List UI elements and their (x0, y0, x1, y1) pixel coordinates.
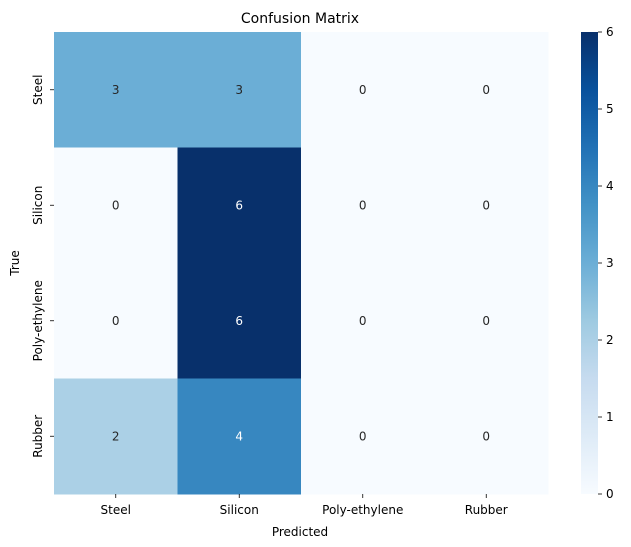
heatmap-cell (424, 32, 549, 148)
y-axis-ticks: Steel Silicon Poly-ethylene Rubber (31, 75, 54, 458)
y-tick-label: Poly-ethylene (31, 280, 45, 361)
heatmap-cell (301, 378, 425, 495)
cell-value-label: 0 (482, 198, 490, 212)
x-axis-ticks: Steel Silicon Poly-ethylene Rubber (101, 494, 508, 517)
cell-value-label: 6 (235, 314, 243, 328)
heatmap-cell (54, 378, 178, 495)
heatmap-cell (424, 263, 549, 379)
heatmap-cell (424, 147, 549, 264)
cell-value-label: 6 (235, 198, 243, 212)
y-axis-label: True (8, 250, 22, 277)
heatmap-cell (301, 147, 425, 264)
cell-value-label: 0 (359, 83, 367, 97)
colorbar-tick-label: 6 (606, 25, 614, 39)
y-tick-label: Rubber (31, 415, 45, 458)
chart-title: Confusion Matrix (241, 11, 359, 27)
x-tick-label: Poly-ethylene (322, 503, 403, 517)
heatmap-cell (54, 32, 178, 148)
cell-value-label: 4 (235, 429, 243, 443)
y-tick-label: Steel (31, 75, 45, 105)
colorbar-tick-label: 3 (606, 256, 614, 270)
heatmap-cell (177, 263, 302, 379)
cell-value-label: 0 (482, 314, 490, 328)
x-tick-label: Rubber (465, 503, 508, 517)
x-axis-label: Predicted (272, 525, 328, 539)
heatmap-cell (54, 147, 178, 264)
heatmap-cell (424, 378, 549, 495)
colorbar (581, 32, 598, 494)
colorbar-tick-label: 1 (606, 410, 614, 424)
cell-value-label: 3 (112, 83, 120, 97)
cell-value-label: 2 (112, 429, 120, 443)
cell-value-label: 0 (482, 429, 490, 443)
colorbar-ticks: 0 1 2 3 4 5 6 (598, 25, 614, 501)
cell-value-label: 0 (359, 429, 367, 443)
heatmap-cell (301, 32, 425, 148)
cell-value-label: 0 (112, 198, 120, 212)
heatmap-cell (301, 263, 425, 379)
heatmap-cell (177, 378, 302, 495)
cell-value-label: 0 (359, 314, 367, 328)
heatmap-cells: 3 3 0 0 0 6 0 0 0 6 0 0 2 4 0 0 (54, 32, 549, 495)
colorbar-tick-label: 2 (606, 333, 614, 347)
heatmap-cell (177, 32, 302, 148)
heatmap-cell (177, 147, 302, 264)
colorbar-tick-label: 5 (606, 102, 614, 116)
y-tick-label: Silicon (31, 186, 45, 225)
heatmap-cell (54, 263, 178, 379)
cell-value-label: 0 (112, 314, 120, 328)
colorbar-tick-label: 4 (606, 179, 614, 193)
cell-value-label: 3 (235, 83, 243, 97)
cell-value-label: 0 (482, 83, 490, 97)
x-tick-label: Steel (101, 503, 131, 517)
cell-value-label: 0 (359, 198, 367, 212)
x-tick-label: Silicon (220, 503, 259, 517)
colorbar-tick-label: 0 (606, 487, 614, 501)
